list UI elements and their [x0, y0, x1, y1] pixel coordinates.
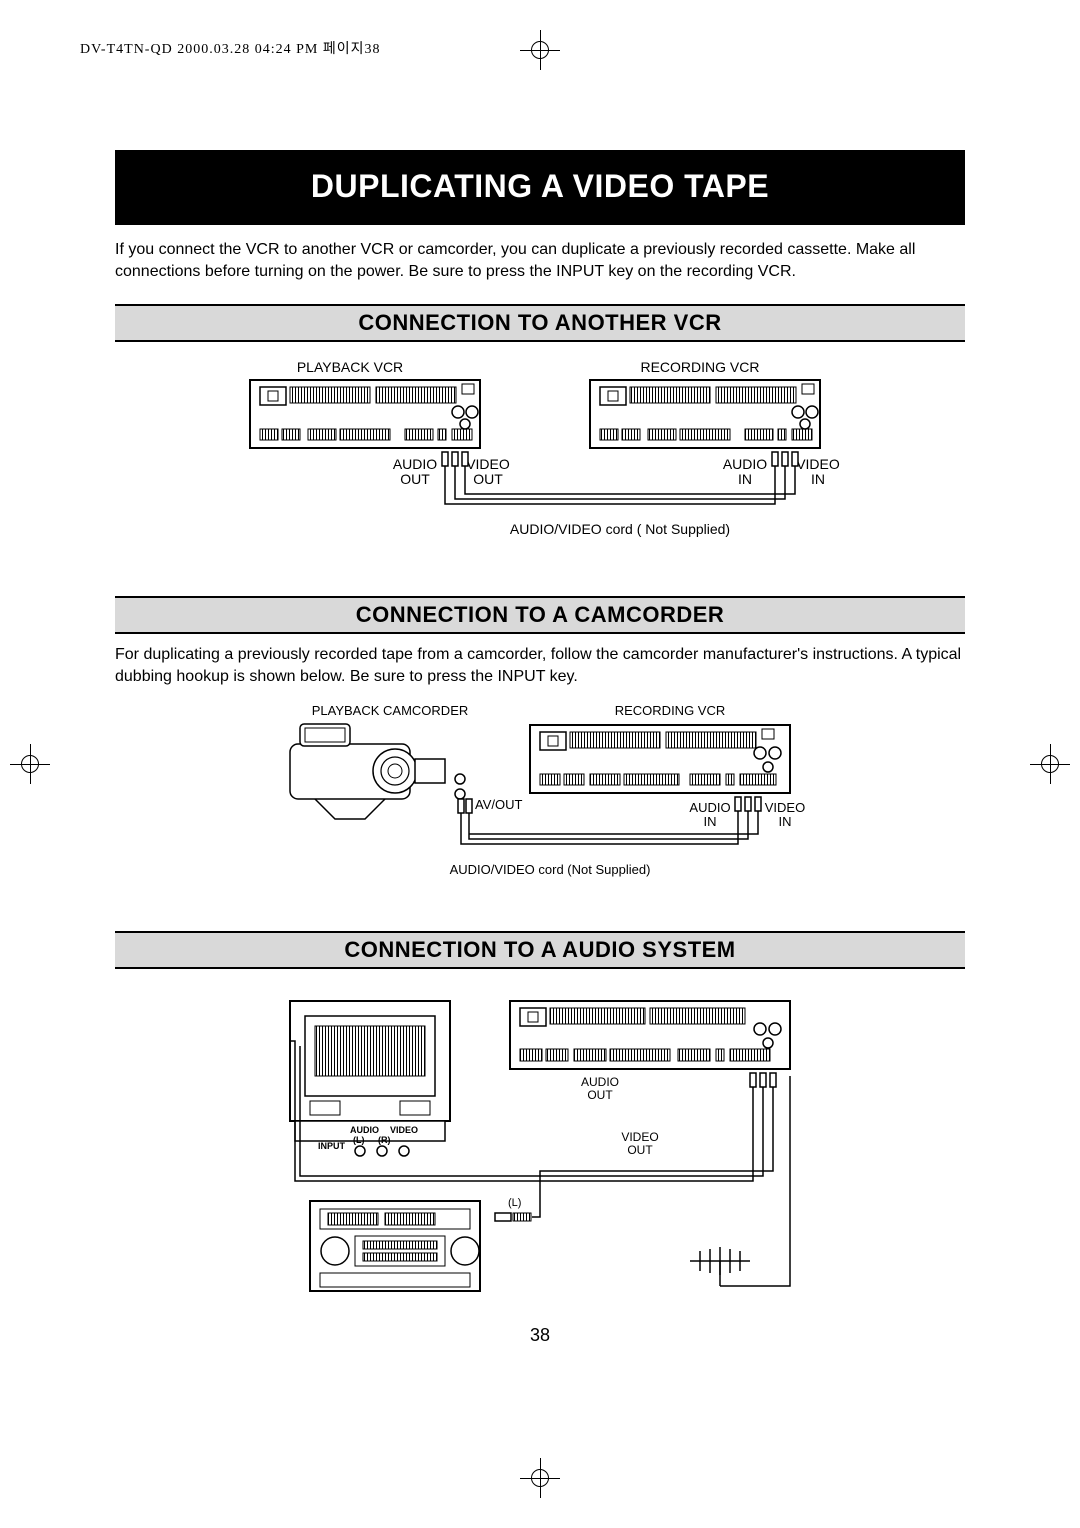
page-number: 38	[115, 1325, 965, 1346]
label-recording-vcr: RECORDING VCR	[640, 359, 759, 375]
label-audio-in-2: AUDIO	[689, 800, 730, 815]
label-video-in: VIDEO	[796, 456, 840, 472]
crop-mark-top	[520, 30, 560, 70]
svg-text:OUT: OUT	[473, 471, 503, 487]
label-tv-audio: AUDIO	[350, 1125, 379, 1135]
crop-mark-left	[10, 744, 50, 784]
svg-text:OUT: OUT	[627, 1143, 653, 1157]
print-header: DV-T4TN-QD 2000.03.28 04:24 PM 페이지38	[80, 38, 380, 58]
svg-text:OUT: OUT	[400, 471, 430, 487]
audio-system-diagram: AUDIO VIDEO (L) (R) INPUT AUDIO	[220, 981, 860, 1301]
label-tv-r: (R)	[378, 1135, 391, 1145]
label-audio-out-2: AUDIO	[581, 1075, 619, 1089]
intro-paragraph: If you connect the VCR to another VCR or…	[115, 239, 965, 282]
diagram-camcorder: PLAYBACK CAMCORDER RECORDING VCR	[115, 699, 965, 909]
svg-text:IN: IN	[779, 814, 792, 829]
label-audio-in: AUDIO	[723, 456, 767, 472]
crop-mark-right	[1030, 744, 1070, 784]
label-playback-camcorder: PLAYBACK CAMCORDER	[312, 703, 469, 718]
section2-text: For duplicating a previously recorded ta…	[115, 644, 965, 687]
label-av-cord: AUDIO/VIDEO cord ( Not Supplied)	[510, 521, 730, 537]
diagram-vcr-to-vcr: PLAYBACK VCR RECORDING VCR	[115, 354, 965, 574]
crop-mark-bottom	[520, 1458, 560, 1498]
page-title: DUPLICATING A VIDEO TAPE	[115, 150, 965, 225]
label-audio-out: AUDIO	[393, 456, 437, 472]
section-heading-camcorder: CONNECTION TO A CAMCORDER	[115, 596, 965, 634]
svg-text:IN: IN	[811, 471, 825, 487]
section-heading-audio: CONNECTION TO A AUDIO SYSTEM	[115, 931, 965, 969]
label-video-out-2: VIDEO	[621, 1130, 658, 1144]
label-video-in-2: VIDEO	[765, 800, 805, 815]
svg-text:OUT: OUT	[587, 1088, 613, 1102]
label-playback-vcr: PLAYBACK VCR	[297, 359, 403, 375]
section-heading-vcr: CONNECTION TO ANOTHER VCR	[115, 304, 965, 342]
label-avout: AV/OUT	[475, 797, 522, 812]
label-tv-input: INPUT	[318, 1141, 346, 1151]
diagram-audio-system: AUDIO VIDEO (L) (R) INPUT AUDIO	[115, 981, 965, 1301]
svg-text:IN: IN	[738, 471, 752, 487]
page-content: DUPLICATING A VIDEO TAPE If you connect …	[115, 150, 965, 1346]
label-l-2: (L)	[508, 1197, 521, 1209]
label-av-cord-2: AUDIO/VIDEO cord (Not Supplied)	[450, 862, 651, 877]
svg-text:IN: IN	[704, 814, 717, 829]
camcorder-connection-diagram: PLAYBACK CAMCORDER RECORDING VCR	[230, 699, 850, 909]
label-recording-vcr-2: RECORDING VCR	[615, 703, 726, 718]
vcr-connection-diagram: PLAYBACK VCR RECORDING VCR	[190, 354, 890, 574]
label-video-out: VIDEO	[466, 456, 510, 472]
label-tv-l: (L)	[353, 1135, 365, 1145]
label-tv-video: VIDEO	[390, 1125, 418, 1135]
